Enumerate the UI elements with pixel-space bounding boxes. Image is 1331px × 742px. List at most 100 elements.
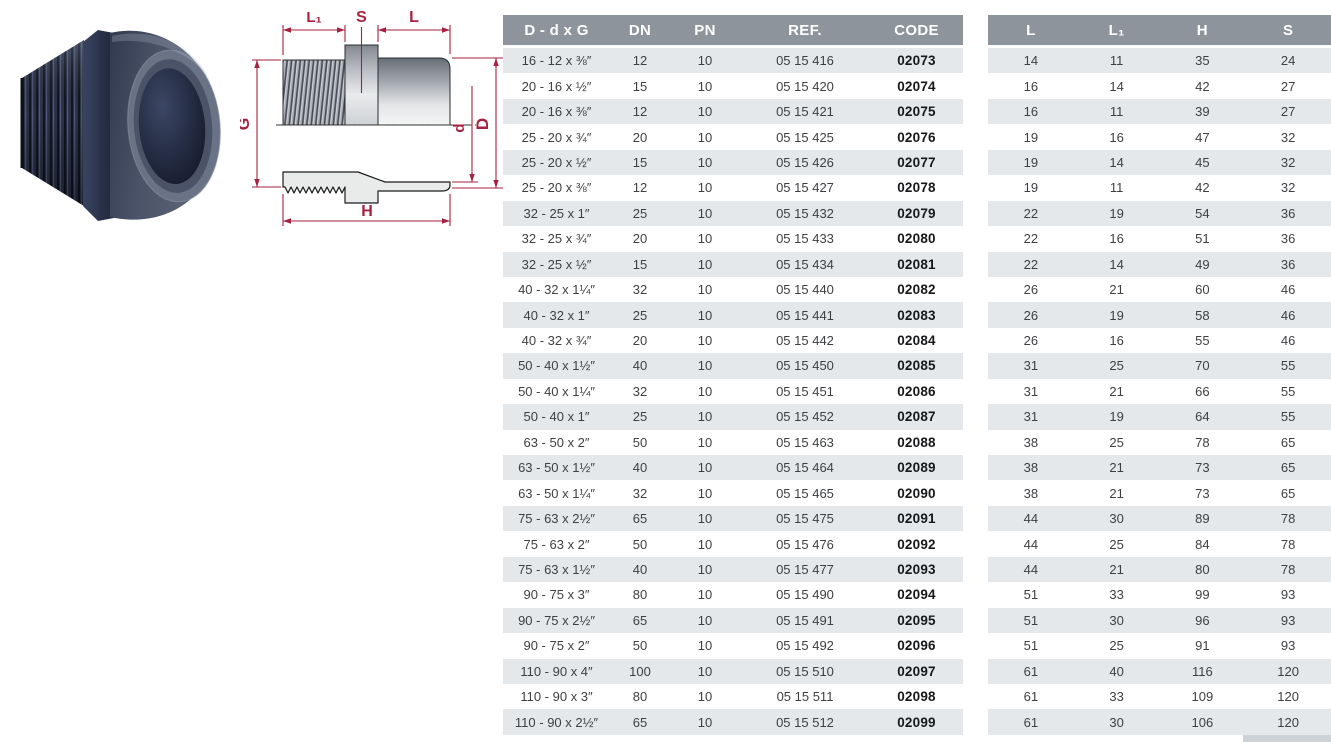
- table-cell: 22: [988, 200, 1074, 227]
- table-row: 50 - 40 x 1½″ 40 10 05 15 450 02085: [503, 353, 963, 379]
- table-cell: 73: [1159, 455, 1246, 481]
- table-cell: 109: [1159, 683, 1246, 710]
- table-cell: 78: [1245, 556, 1331, 583]
- pvc-adaptor-image: [20, 30, 221, 221]
- table-cell: 42: [1159, 175, 1246, 201]
- table-cell: 70: [1159, 353, 1246, 379]
- table-cell: 02083: [870, 302, 963, 328]
- table-cell: 42: [1159, 73, 1246, 99]
- table-cell: 05 15 511: [740, 683, 870, 710]
- table-row: 16 14 42 27: [988, 73, 1331, 99]
- table-cell: 02081: [870, 251, 963, 277]
- table-cell: 02087: [870, 404, 963, 430]
- table-row: 110 - 90 x 3″ 80 10 05 15 511 02098: [503, 683, 963, 710]
- table-row: 16 - 12 x ⅜″ 12 10 05 15 416 02073: [503, 46, 963, 74]
- table-row: 26 21 60 46: [988, 276, 1331, 303]
- table-cell: 25: [610, 404, 670, 430]
- table-cell: 65: [610, 505, 670, 532]
- table-cell: 91: [1159, 633, 1246, 659]
- table-cell: 10: [670, 531, 740, 557]
- cross-section-drawing: L₁ S L G d D H: [236, 9, 503, 226]
- table-cell: 19: [988, 175, 1074, 201]
- table-cell: 02085: [870, 353, 963, 379]
- table-row: 40 - 32 x ¾″ 20 10 05 15 442 02084: [503, 327, 963, 354]
- table-cell: 16: [1073, 226, 1160, 252]
- table-cell: 16: [988, 73, 1074, 99]
- dim-label-d-outer: D: [473, 118, 492, 130]
- table-cell: 02096: [870, 633, 963, 659]
- table-cell: 02073: [870, 46, 963, 74]
- table-row: 51 33 99 93: [988, 582, 1331, 608]
- table-cell: 19: [988, 124, 1074, 150]
- column-header-dxg: D - d x G: [503, 15, 610, 48]
- table-cell: 30: [1073, 505, 1160, 532]
- table-cell: 33: [1073, 683, 1160, 710]
- table-cell: 10: [670, 480, 740, 506]
- table-cell: 05 15 451: [740, 378, 870, 405]
- table-cell: 02090: [870, 480, 963, 506]
- table-cell: 63 - 50 x 1¼″: [503, 480, 610, 506]
- table-cell: 10: [670, 709, 740, 735]
- table-cell: 44: [988, 505, 1074, 532]
- column-header-s: S: [1245, 15, 1331, 48]
- table-cell: 44: [988, 556, 1074, 583]
- table-cell: 84: [1159, 531, 1246, 557]
- table-cell: 05 15 416: [740, 46, 870, 74]
- table-cell: 15: [610, 149, 670, 176]
- table-cell: 65: [1245, 455, 1331, 481]
- table-cell: 55: [1245, 404, 1331, 430]
- table-cell: 80: [610, 582, 670, 608]
- table-cell: 60: [1159, 276, 1246, 303]
- table-cell: 11: [1073, 98, 1160, 125]
- table-cell: 64: [1159, 404, 1246, 430]
- table-cell: 02078: [870, 175, 963, 201]
- table-cell: 26: [988, 276, 1074, 303]
- table-cell: 02097: [870, 658, 963, 684]
- table-cell: 10: [670, 98, 740, 125]
- table-cell: 26: [988, 327, 1074, 354]
- table-cell: 05 15 510: [740, 658, 870, 684]
- table-cell: 25: [610, 200, 670, 227]
- table-cell: 40: [610, 556, 670, 583]
- table-cell: 55: [1245, 378, 1331, 405]
- table-cell: 32 - 25 x ¾″: [503, 226, 610, 252]
- table-cell: 75 - 63 x 1½″: [503, 556, 610, 583]
- table-cell: 10: [670, 226, 740, 252]
- table-cell: 25 - 20 x ⅜″: [503, 175, 610, 201]
- table-cell: 110 - 90 x 3″: [503, 683, 610, 710]
- table-cell: 21: [1073, 276, 1160, 303]
- table-cell: 14: [1073, 73, 1160, 99]
- table-row: 38 25 78 65: [988, 429, 1331, 455]
- table-cell: 45: [1159, 149, 1246, 176]
- table-cell: 20: [610, 327, 670, 354]
- table-cell: 16: [1073, 327, 1160, 354]
- table-cell: 10: [670, 607, 740, 634]
- table-cell: 38: [988, 455, 1074, 481]
- table-cell: 30: [1073, 709, 1160, 735]
- table-cell: 75 - 63 x 2″: [503, 531, 610, 557]
- table-cell: 25 - 20 x ½″: [503, 149, 610, 176]
- column-header-h: H: [1159, 15, 1246, 48]
- table-cell: 19: [1073, 404, 1160, 430]
- table-cell: 58: [1159, 302, 1246, 328]
- table-row: 20 - 16 x ½″ 15 10 05 15 420 02074: [503, 73, 963, 99]
- table-row: 75 - 63 x 2½″ 65 10 05 15 475 02091: [503, 505, 963, 532]
- table-cell: 02082: [870, 276, 963, 303]
- table-row: 32 - 25 x 1″ 25 10 05 15 432 02079: [503, 200, 963, 227]
- table-cell: 05 15 491: [740, 607, 870, 634]
- table-cell: 10: [670, 683, 740, 710]
- table-cell: 05 15 442: [740, 327, 870, 354]
- table-row: 19 14 45 32: [988, 149, 1331, 176]
- table-cell: 80: [610, 683, 670, 710]
- table-cell: 02093: [870, 556, 963, 583]
- dim-label-d-inner: d: [451, 123, 468, 132]
- table-cell: 05 15 420: [740, 73, 870, 99]
- table-cell: 51: [988, 607, 1074, 634]
- column-header-l: L: [988, 15, 1074, 48]
- table-cell: 10: [670, 582, 740, 608]
- table-row: 51 30 96 93: [988, 607, 1331, 634]
- table-cell: 80: [1159, 556, 1246, 583]
- table-cell: 78: [1159, 429, 1246, 455]
- table-cell: 46: [1245, 327, 1331, 354]
- column-header-code: CODE: [870, 15, 963, 48]
